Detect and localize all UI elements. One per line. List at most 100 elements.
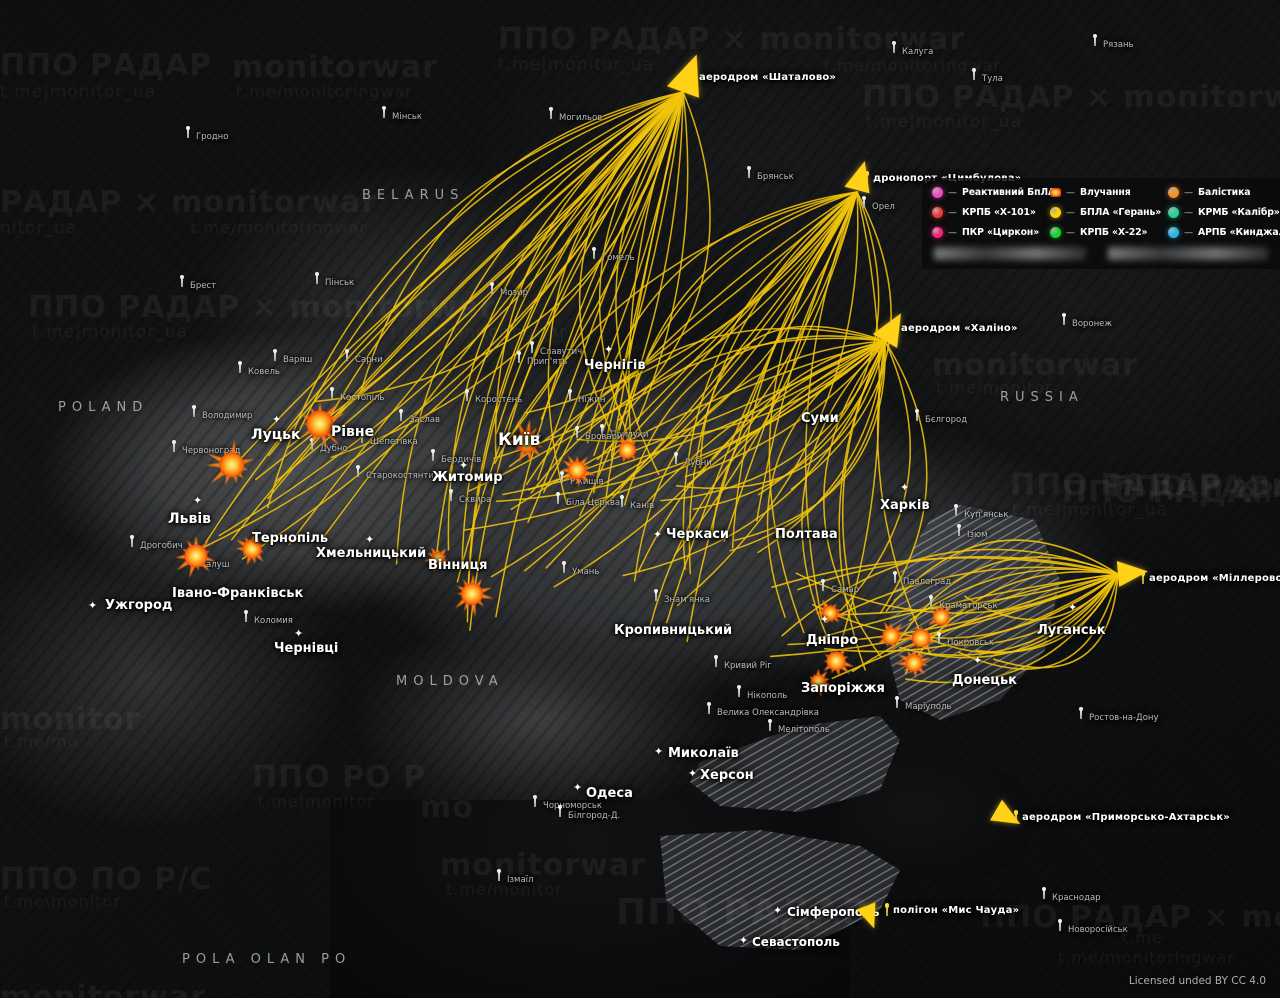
minor-city-label: Заслав <box>409 415 440 425</box>
launch-site-pin <box>886 905 888 916</box>
city-pin <box>576 428 578 438</box>
legend-dash: — <box>1184 188 1193 198</box>
city-shape-icon: ✦ <box>365 534 374 545</box>
country-label: MOLDOVA <box>396 674 504 689</box>
minor-city-label: Велика Олександрівка <box>717 708 819 718</box>
launch-site[interactable]: аеродром «Шаталово» <box>692 72 836 83</box>
legend-label: Реактивний БпЛА <box>962 187 1055 198</box>
major-city-label: Полтава <box>775 527 838 542</box>
legend-blurred-footer <box>932 247 1280 262</box>
launch-site[interactable]: аеродром «Міллерово» <box>1142 573 1280 584</box>
city-pin <box>131 537 133 547</box>
city-pin <box>863 198 865 208</box>
minor-city-label: Прип'ять <box>527 357 567 367</box>
legend-item[interactable]: — Реактивний БпЛА <box>932 187 1050 198</box>
city-pin <box>593 249 595 259</box>
launch-site[interactable]: аеродром «Халіно» <box>894 323 1018 334</box>
minor-city-label: Шепетівка <box>370 437 418 447</box>
impact-burst <box>208 441 256 489</box>
impact-burst <box>451 573 493 615</box>
legend-item[interactable]: — Влучання <box>1050 187 1168 198</box>
minor-city-label: Біла Церква <box>566 498 620 508</box>
city-pin <box>181 277 183 287</box>
city-shape-icon: ✦ <box>1068 602 1077 613</box>
legend-item[interactable]: — АРПБ «Кинджал» <box>1168 227 1278 238</box>
city-pin <box>316 274 318 284</box>
city-pin <box>958 526 960 536</box>
city-shape-icon: ✦ <box>294 628 303 639</box>
trajectory-layer <box>0 0 1280 998</box>
minor-city-label: Брянськ <box>757 172 794 182</box>
minor-city-label: Володимир <box>202 411 252 421</box>
city-pin <box>1080 709 1082 719</box>
city-pin <box>655 591 657 601</box>
city-pin <box>894 573 896 583</box>
legend-item[interactable]: — КРПБ «Х-101» <box>932 207 1050 218</box>
marker-dot-icon <box>932 187 943 198</box>
legend-item[interactable]: — КРПБ «Х-22» <box>1050 227 1168 238</box>
legend-item[interactable]: — БПЛА «Герань» <box>1050 207 1168 218</box>
minor-city-label: Новоросійськ <box>1068 925 1128 935</box>
impact-burst <box>611 434 643 466</box>
trajectory-path <box>887 540 1119 611</box>
marker-dot-icon <box>932 227 943 238</box>
impact-burst <box>926 602 956 632</box>
legend-panel[interactable]: — Реактивний БпЛА — Влучання — Балістика — КРПБ… <box>922 178 1280 269</box>
impact-burst <box>898 647 930 679</box>
minor-city-label: Умань <box>572 567 599 577</box>
city-pin <box>621 497 623 507</box>
city-shape-icon: ✦ <box>88 600 97 611</box>
impact-burst <box>174 534 218 578</box>
legend-label: Влучання <box>1080 187 1131 198</box>
legend-item[interactable]: — Балістика <box>1168 187 1278 198</box>
minor-city-label: Гродно <box>196 132 228 142</box>
marker-dot-icon <box>1050 207 1061 218</box>
minor-city-label: Мінськ <box>392 112 422 122</box>
city-pin <box>400 411 402 421</box>
marker-dot-icon <box>1050 227 1061 238</box>
minor-city-label: Самар <box>831 585 859 595</box>
legend-label: Балістика <box>1198 187 1250 198</box>
city-pin <box>466 391 468 401</box>
city-pin <box>1043 889 1045 899</box>
city-pin <box>973 70 975 80</box>
legend-item[interactable]: — КРМБ «Калібр» <box>1168 207 1278 218</box>
city-pin <box>563 563 565 573</box>
minor-city-label: Орел <box>872 202 895 212</box>
burst-core <box>906 655 923 672</box>
legend-label: КРМБ «Калібр» <box>1198 207 1280 218</box>
city-pin <box>738 687 740 697</box>
major-city-label: Луцьк <box>251 427 301 443</box>
city-shape-icon: ✦ <box>653 529 662 540</box>
city-shape-icon: ✦ <box>973 655 982 666</box>
minor-city-label: Брест <box>190 281 216 291</box>
city-pin <box>346 351 348 361</box>
minor-city-label: Ростов-на-Дону <box>1089 713 1159 723</box>
major-city-label: Кропивницький <box>614 623 732 638</box>
city-shape-icon: ✦ <box>573 782 582 793</box>
launch-cone-icon <box>1117 558 1149 587</box>
legend-dash: — <box>1066 188 1075 198</box>
city-pin <box>274 351 276 361</box>
major-city-label: Донецьк <box>952 673 1017 688</box>
legend-item[interactable]: — ПКР «Циркон» <box>932 227 1050 238</box>
major-city-label: Ужгород <box>105 598 172 613</box>
major-city-label: Херсон <box>700 768 754 783</box>
launch-site[interactable]: полігон «Мис Чауда» <box>886 905 1019 916</box>
minor-city-label: Канів <box>630 501 654 511</box>
trajectory-path <box>841 341 910 610</box>
major-city-label: Рівне <box>331 424 374 440</box>
minor-city-label: Коростень <box>475 395 522 405</box>
burst-core <box>883 628 900 645</box>
city-shape-icon: ✦ <box>820 614 829 625</box>
major-city-label: Вінниця <box>428 558 487 573</box>
city-pin <box>534 797 536 807</box>
major-city-label: Харків <box>880 498 930 513</box>
minor-city-label: Рязань <box>1103 40 1134 50</box>
city-pin <box>822 581 824 591</box>
legend-dash: — <box>1066 228 1075 238</box>
launch-site[interactable]: аеродром «Приморсько-Ахтарськ» <box>1015 812 1230 823</box>
city-pin <box>896 698 898 708</box>
city-pin <box>675 454 677 464</box>
city-pin <box>491 284 493 294</box>
